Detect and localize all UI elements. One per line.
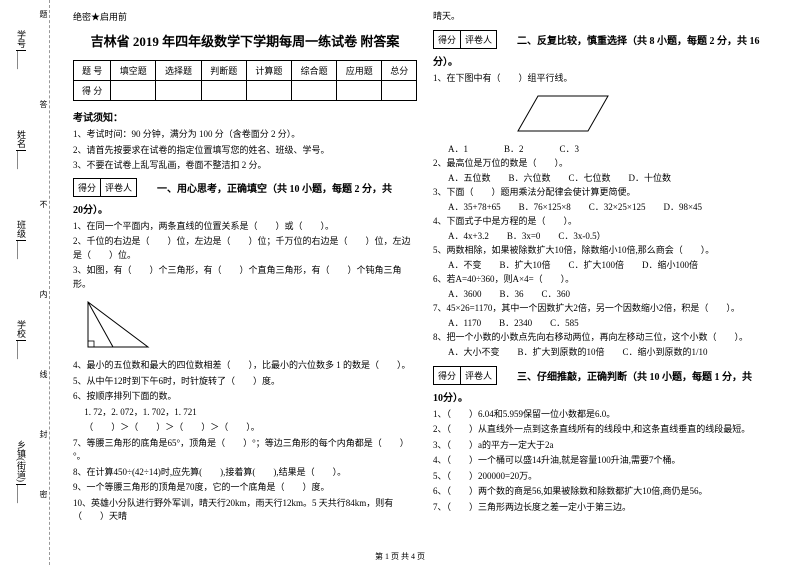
score-box: 得分 评卷人 <box>433 366 497 385</box>
q2-2: 2、最高位是万位的数是（ ）。 <box>433 157 777 171</box>
q2-8-opts: A．大小不变 B．扩大到原数的10倍 C．缩小到原数的1/10 <box>448 346 777 360</box>
q3-2: 2、（ ）从直线外一点到这条直线所有的线段中,和这条直线垂直的线段最短。 <box>433 423 777 437</box>
content-area: 绝密★启用前 吉林省 2019 年四年级数学下学期每周一练试卷 附答案 题 号 … <box>50 0 800 565</box>
q2-7: 7、45×26=1170，其中一个因数扩大2倍，另一个因数缩小2倍，积是（ ）。 <box>433 302 777 316</box>
q1-10-cont: 晴天。 <box>433 10 777 24</box>
section-2-title-cont: 分）。 <box>433 53 777 68</box>
seal-ti: 题 <box>38 10 49 26</box>
parallelogram-diagram <box>513 91 613 136</box>
q3-1: 1、（ ）6.04和5.959保留一位小数都是6.0。 <box>433 408 777 422</box>
q2-6: 6、若A=40÷360，则A×4=（ ）。 <box>433 273 777 287</box>
exam-title: 吉林省 2019 年四年级数学下学期每周一练试卷 附答案 <box>73 31 417 50</box>
column-left: 绝密★启用前 吉林省 2019 年四年级数学下学期每周一练试卷 附答案 题 号 … <box>65 10 425 560</box>
q1-5: 5、从中午12时到下午6时，时针旋转了（ ）度。 <box>73 375 417 389</box>
q2-4: 4、下面式子中是方程的是（ ）。 <box>433 215 777 229</box>
notice-title: 考试须知： <box>73 109 417 124</box>
q1-3: 3、如图，有（ ）个三角形，有（ ）个直角三角形，有（ ）个钝角三角形。 <box>73 264 417 291</box>
section-3-head: 得分 评卷人 三、仔细推敲，正确判断（共 10 小题，每题 1 分，共 <box>433 366 777 385</box>
score-box: 得分 评卷人 <box>73 178 137 197</box>
confidential-mark: 绝密★启用前 <box>73 10 417 23</box>
seal-xian: 线 <box>38 370 49 386</box>
q2-4-opts: A．4x+3.2 B．3x=0 C．3x-0.5） <box>448 230 777 244</box>
q3-3: 3、（ ）a的平方一定大于2a <box>433 439 777 453</box>
q1-10: 10、英雄小分队进行野外军训，晴天行20km，雨天行12km。5 天共行84km… <box>73 497 417 524</box>
section-1-head: 得分 评卷人 一、用心思考，正确填空（共 10 小题，每题 2 分，共 <box>73 178 417 197</box>
q3-4: 4、（ ）一个桶可以盛14升油,就是容量100升油,需要7个桶。 <box>433 454 777 468</box>
q2-1: 1、在下图中有（ ）组平行线。 <box>433 72 777 86</box>
section-1-title-cont: 20分）。 <box>73 201 417 216</box>
page-footer: 第 1 页 共 4 页 <box>0 551 800 562</box>
q3-5: 5、（ ）200000=20万。 <box>433 470 777 484</box>
score-box: 得分 评卷人 <box>433 30 497 49</box>
q2-5: 5、两数相除，如果被除数扩大10倍，除数缩小10倍,那么商会（ ）。 <box>433 244 777 258</box>
q2-1-opts: A．1 B．2 C．3 <box>448 143 777 157</box>
q2-5-opts: A．不变 B．扩大10倍 C．扩大100倍 D．缩小100倍 <box>448 259 777 273</box>
page-container: 学号____ 姓名____ 班级____ 学校____ 乡镇(街道)____ 题… <box>0 0 800 565</box>
column-right: 晴天。 得分 评卷人 二、反复比较，慎重选择（共 8 小题，每题 2 分，共 1… <box>425 10 785 560</box>
q3-7: 7、（ ）三角形两边长度之差一定小于第三边。 <box>433 501 777 515</box>
score-table: 题 号 填空题 选择题 判断题 计算题 综合题 应用题 总分 得 分 <box>73 60 417 101</box>
section-1-title: 一、用心思考，正确填空（共 10 小题，每题 2 分，共 <box>157 180 392 195</box>
section-2-head: 得分 评卷人 二、反复比较，慎重选择（共 8 小题，每题 2 分，共 16 <box>433 30 777 49</box>
binding-xuehao: 学号____ <box>15 30 28 69</box>
binding-xiangzhen: 乡镇(街道)____ <box>15 440 28 503</box>
q1-6: 6、按顺序排列下面的数。 <box>73 390 417 404</box>
section-3-title-cont: 10分）。 <box>433 389 777 404</box>
binding-xingming: 姓名____ <box>15 130 28 169</box>
section-2-title: 二、反复比较，慎重选择（共 8 小题，每题 2 分，共 16 <box>517 32 760 47</box>
notice-item: 1、考试时间：90 分钟，满分为 100 分（含卷面分 2 分）。 <box>73 128 417 141</box>
seal-bu: 不 <box>38 200 49 216</box>
q1-8: 8、在计算450÷(42÷14)时,应先算( ),接着算( ),结果是（ ）。 <box>73 466 417 480</box>
binding-margin: 学号____ 姓名____ 班级____ 学校____ 乡镇(街道)____ 题… <box>0 0 50 565</box>
q1-6c: （ ）＞（ ）＞（ ）＞（ ）。 <box>73 421 417 435</box>
section-3-title: 三、仔细推敲，正确判断（共 10 小题，每题 1 分，共 <box>517 368 752 383</box>
seal-da: 答 <box>38 100 49 116</box>
seal-mi: 密 <box>38 490 49 506</box>
q1-9: 9、一个等腰三角形的顶角是70度，它的一个底角是（ ）度。 <box>73 481 417 495</box>
q1-1: 1、在同一个平面内，两条直线的位置关系是（ ）或（ ）。 <box>73 220 417 234</box>
q2-8: 8、把一个小数的小数点先向右移动两位，再向左移动三位，这个小数（ ）。 <box>433 331 777 345</box>
binding-xuexiao: 学校____ <box>15 320 28 359</box>
q2-3: 3、下面（ ）题用乘法分配律会使计算更简便。 <box>433 186 777 200</box>
q2-6-opts: A．3600 B．36 C．360 <box>448 288 777 302</box>
notice-item: 3、不要在试卷上乱写乱画，卷面不整洁扣 2 分。 <box>73 159 417 172</box>
table-row: 得 分 <box>74 81 417 101</box>
seal-nei: 内 <box>38 290 49 306</box>
q1-4: 4、最小的五位数和最大的四位数相差（ ），比最小的六位数多 1 的数是（ ）。 <box>73 359 417 373</box>
q2-3-opts: A．35+78+65 B．76×125×8 C．32×25×125 D．98×4… <box>448 201 777 215</box>
binding-banji: 班级____ <box>15 220 28 259</box>
triangle-diagram <box>83 297 153 352</box>
q3-6: 6、（ ）两个数的商是56,如果被除数和除数都扩大10倍,商仍是56。 <box>433 485 777 499</box>
q2-2-opts: A．五位数 B．六位数 C．七位数 D．十位数 <box>448 172 777 186</box>
table-row: 题 号 填空题 选择题 判断题 计算题 综合题 应用题 总分 <box>74 61 417 81</box>
q1-2: 2、千位的右边是（ ）位，左边是（ ）位；千万位的右边是（ ）位，左边是（ ）位… <box>73 235 417 262</box>
q1-6b: 1. 72，2. 072，1. 702，1. 721 <box>73 406 417 420</box>
q1-7: 7、等腰三角形的底角是65°，顶角是（ ）°；等边三角形的每个内角都是（ ）°。 <box>73 437 417 464</box>
q2-7-opts: A．1170 B．2340 C．585 <box>448 317 777 331</box>
seal-feng: 封 <box>38 430 49 446</box>
notice-item: 2、请首先按要求在试卷的指定位置填写您的姓名、班级、学号。 <box>73 144 417 157</box>
